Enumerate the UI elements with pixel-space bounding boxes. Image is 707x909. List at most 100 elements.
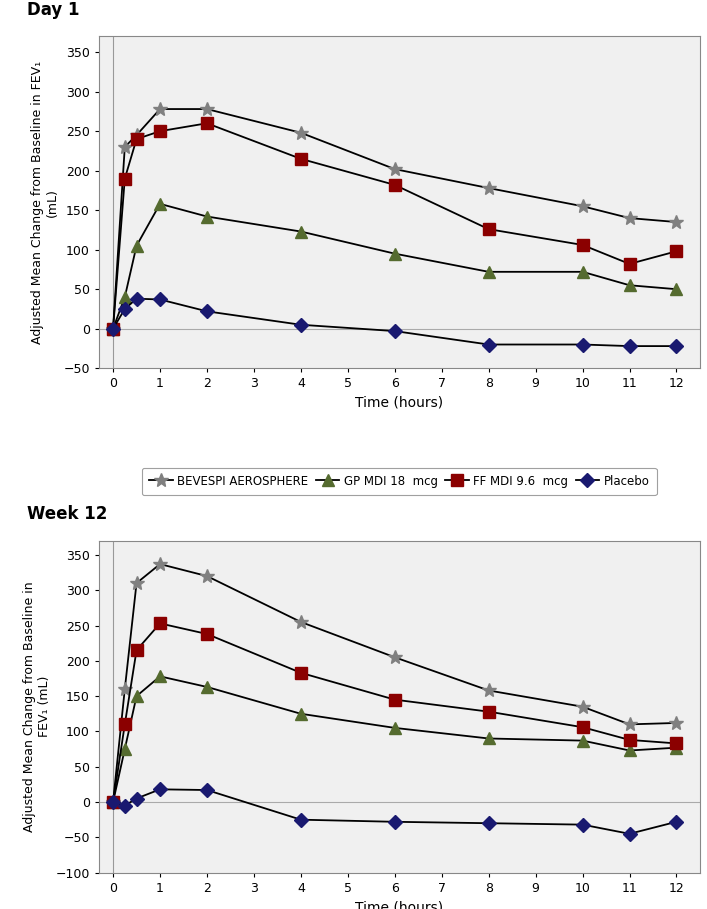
GP MDI 18  mcg — [132, 240, 141, 251]
GP MDI 18  mcg — [156, 198, 164, 209]
FF MDI 9.6  mcg — [203, 118, 211, 129]
BEVESPI AEROSPHERE — [390, 652, 399, 663]
FF MDI 9.6  mcg — [297, 667, 305, 678]
FF MDI 9.6  mcg — [109, 796, 117, 807]
FF MDI 9.6  mcg — [132, 644, 141, 655]
FF MDI 9.6  mcg — [672, 245, 681, 256]
FF MDI 9.6  mcg — [390, 179, 399, 190]
FF MDI 9.6  mcg — [203, 628, 211, 639]
X-axis label: Time (hours): Time (hours) — [356, 395, 443, 410]
GP MDI 18  mcg — [203, 211, 211, 222]
GP MDI 18  mcg — [672, 743, 681, 754]
BEVESPI AEROSPHERE — [156, 104, 164, 115]
FF MDI 9.6  mcg — [672, 738, 681, 749]
Placebo — [203, 305, 211, 316]
BEVESPI AEROSPHERE — [672, 216, 681, 227]
FF MDI 9.6  mcg — [578, 239, 587, 250]
GP MDI 18  mcg — [297, 226, 305, 237]
GP MDI 18  mcg — [297, 708, 305, 719]
Text: Day 1: Day 1 — [27, 1, 79, 19]
Placebo — [132, 793, 141, 804]
GP MDI 18  mcg — [390, 723, 399, 734]
BEVESPI AEROSPHERE — [203, 104, 211, 115]
GP MDI 18  mcg — [203, 682, 211, 693]
GP MDI 18  mcg — [578, 266, 587, 277]
BEVESPI AEROSPHERE — [132, 130, 141, 141]
Legend: BEVESPI AEROSPHERE, GP MDI 18  mcg, FF MDI 9.6  mcg, Placebo: BEVESPI AEROSPHERE, GP MDI 18 mcg, FF MD… — [142, 468, 657, 495]
BEVESPI AEROSPHERE — [109, 796, 117, 807]
BEVESPI AEROSPHERE — [297, 616, 305, 627]
Placebo — [121, 304, 129, 315]
Y-axis label: Adjusted Mean Change from Baseline in
FEV₁ (mL): Adjusted Mean Change from Baseline in FE… — [23, 582, 52, 832]
Line: Placebo: Placebo — [108, 294, 682, 351]
GP MDI 18  mcg — [484, 266, 493, 277]
FF MDI 9.6  mcg — [109, 324, 117, 335]
FF MDI 9.6  mcg — [121, 173, 129, 184]
FF MDI 9.6  mcg — [625, 734, 633, 745]
BEVESPI AEROSPHERE — [672, 717, 681, 728]
GP MDI 18  mcg — [121, 292, 129, 303]
Placebo — [156, 784, 164, 794]
BEVESPI AEROSPHERE — [109, 324, 117, 335]
GP MDI 18  mcg — [132, 691, 141, 702]
Placebo — [109, 324, 117, 335]
FF MDI 9.6  mcg — [297, 154, 305, 165]
Placebo — [203, 784, 211, 795]
BEVESPI AEROSPHERE — [484, 685, 493, 696]
X-axis label: Time (hours): Time (hours) — [356, 900, 443, 909]
BEVESPI AEROSPHERE — [297, 127, 305, 138]
GP MDI 18  mcg — [672, 284, 681, 295]
Line: FF MDI 9.6  mcg: FF MDI 9.6 mcg — [107, 118, 682, 335]
Placebo — [625, 341, 633, 352]
BEVESPI AEROSPHERE — [578, 201, 587, 212]
BEVESPI AEROSPHERE — [625, 213, 633, 224]
Placebo — [121, 800, 129, 811]
GP MDI 18  mcg — [484, 733, 493, 744]
Placebo — [109, 796, 117, 807]
FF MDI 9.6  mcg — [390, 694, 399, 705]
BEVESPI AEROSPHERE — [121, 142, 129, 153]
FF MDI 9.6  mcg — [156, 125, 164, 136]
FF MDI 9.6  mcg — [578, 722, 587, 733]
BEVESPI AEROSPHERE — [203, 571, 211, 582]
FF MDI 9.6  mcg — [484, 224, 493, 235]
Line: Placebo: Placebo — [108, 784, 682, 839]
Placebo — [484, 818, 493, 829]
FF MDI 9.6  mcg — [132, 134, 141, 145]
Placebo — [390, 325, 399, 336]
GP MDI 18  mcg — [625, 280, 633, 291]
Placebo — [672, 816, 681, 827]
GP MDI 18  mcg — [156, 671, 164, 682]
GP MDI 18  mcg — [121, 744, 129, 754]
BEVESPI AEROSPHERE — [390, 164, 399, 175]
Y-axis label: Adjusted Mean Change from Baseline in FEV₁
(mL): Adjusted Mean Change from Baseline in FE… — [31, 61, 59, 344]
Placebo — [625, 828, 633, 839]
Line: BEVESPI AEROSPHERE: BEVESPI AEROSPHERE — [106, 557, 684, 809]
Line: FF MDI 9.6  mcg: FF MDI 9.6 mcg — [107, 618, 682, 807]
Placebo — [156, 294, 164, 305]
BEVESPI AEROSPHERE — [132, 578, 141, 589]
GP MDI 18  mcg — [625, 745, 633, 756]
Placebo — [132, 294, 141, 305]
Placebo — [578, 339, 587, 350]
GP MDI 18  mcg — [578, 735, 587, 746]
FF MDI 9.6  mcg — [121, 719, 129, 730]
GP MDI 18  mcg — [109, 324, 117, 335]
Line: GP MDI 18  mcg: GP MDI 18 mcg — [107, 671, 682, 807]
Line: GP MDI 18  mcg: GP MDI 18 mcg — [107, 198, 682, 335]
GP MDI 18  mcg — [109, 796, 117, 807]
Placebo — [672, 341, 681, 352]
Placebo — [578, 819, 587, 830]
FF MDI 9.6  mcg — [484, 706, 493, 717]
Placebo — [297, 319, 305, 330]
Placebo — [484, 339, 493, 350]
Text: Week 12: Week 12 — [27, 505, 107, 524]
Line: BEVESPI AEROSPHERE: BEVESPI AEROSPHERE — [106, 102, 684, 335]
FF MDI 9.6  mcg — [625, 258, 633, 269]
BEVESPI AEROSPHERE — [156, 559, 164, 570]
BEVESPI AEROSPHERE — [578, 701, 587, 712]
Placebo — [297, 814, 305, 825]
Placebo — [390, 816, 399, 827]
GP MDI 18  mcg — [390, 248, 399, 259]
BEVESPI AEROSPHERE — [121, 684, 129, 694]
